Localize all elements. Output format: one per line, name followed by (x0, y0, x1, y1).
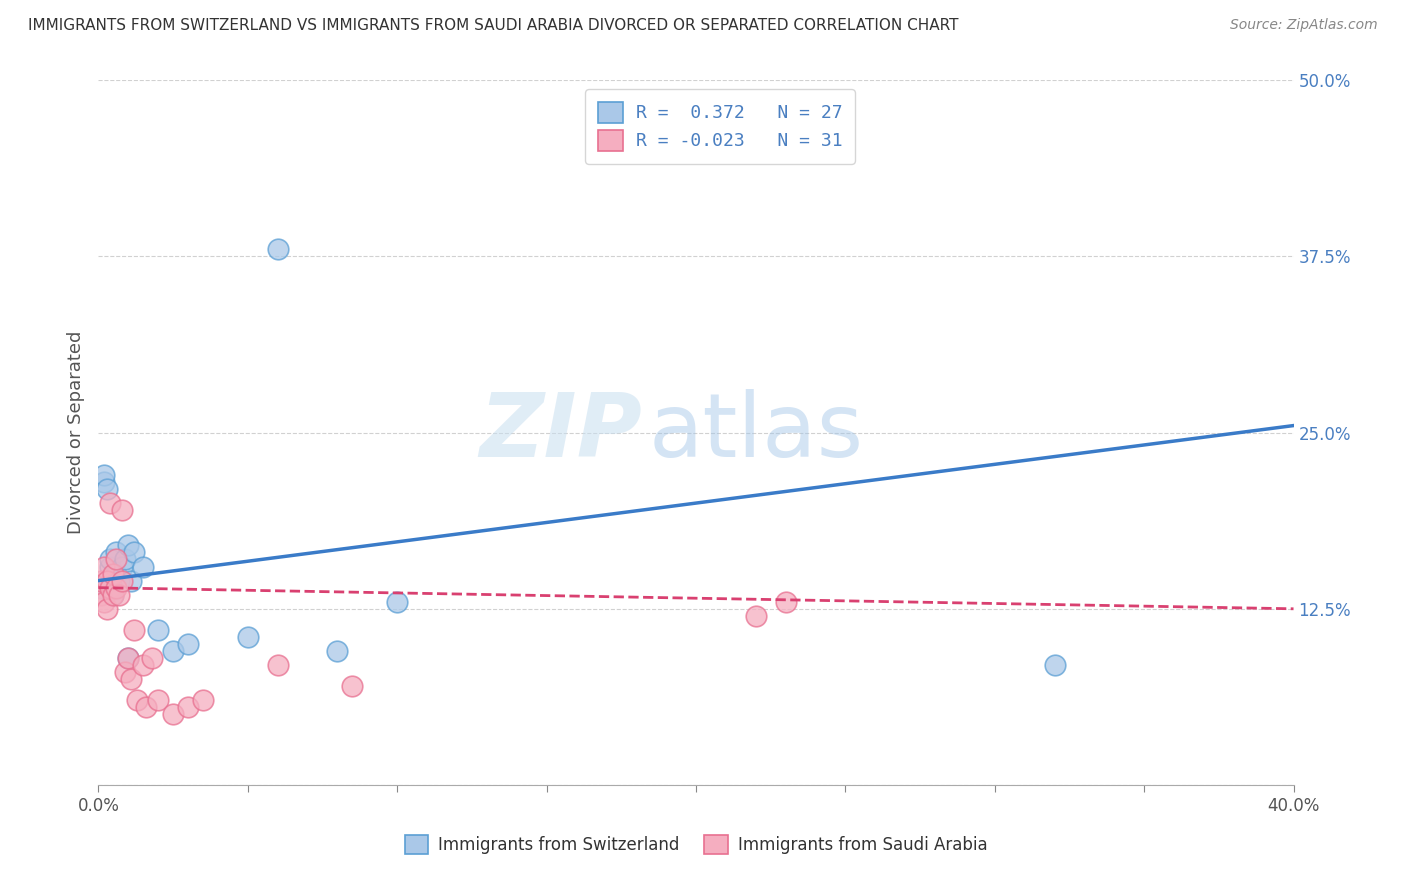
Point (177, 637, 200, 651)
Point (111, 574, 134, 588)
Point (267, 243, 290, 257)
Point (98, 496, 122, 510)
Point (117, 651, 139, 665)
Point (108, 574, 131, 588)
Y-axis label: Divorced or Separated: Divorced or Separated (66, 331, 84, 534)
Point (267, 658, 290, 673)
Point (191, 693, 214, 707)
Point (103, 588, 125, 602)
Point (93, 475, 115, 489)
Point (96, 574, 118, 588)
Point (162, 644, 184, 658)
Point (236, 630, 259, 644)
Point (141, 651, 163, 665)
Point (103, 588, 125, 602)
Point (93, 467, 115, 482)
Point (177, 700, 200, 714)
Point (745, 608, 768, 623)
Point (132, 559, 155, 574)
Point (90, 588, 112, 602)
Point (93, 559, 115, 574)
Point (124, 623, 146, 637)
Point (108, 588, 131, 602)
Point (96, 601, 118, 615)
Point (105, 581, 128, 595)
Point (105, 545, 128, 559)
Point (127, 693, 149, 707)
Point (98, 581, 122, 595)
Point (120, 574, 142, 588)
Text: atlas: atlas (648, 389, 863, 476)
Point (103, 566, 125, 581)
Point (111, 559, 134, 574)
Legend: Immigrants from Switzerland, Immigrants from Saudi Arabia: Immigrants from Switzerland, Immigrants … (398, 829, 994, 861)
Point (111, 503, 134, 517)
Point (124, 545, 146, 559)
Point (148, 693, 170, 707)
Point (90, 574, 112, 588)
Point (385, 595, 409, 609)
Point (148, 623, 170, 637)
Point (105, 566, 128, 581)
Text: IMMIGRANTS FROM SWITZERLAND VS IMMIGRANTS FROM SAUDI ARABIA DIVORCED OR SEPARATE: IMMIGRANTS FROM SWITZERLAND VS IMMIGRANT… (28, 18, 959, 33)
Text: ZIP: ZIP (479, 389, 643, 476)
Point (96, 482, 118, 496)
Point (93, 595, 115, 609)
Point (162, 707, 184, 722)
Point (1043, 658, 1066, 673)
Point (90, 581, 112, 595)
Point (103, 581, 125, 595)
Point (132, 658, 155, 673)
Point (98, 552, 122, 566)
Point (326, 644, 349, 658)
Point (117, 538, 139, 552)
Point (342, 679, 364, 693)
Point (96, 574, 118, 588)
Point (114, 665, 136, 680)
Point (120, 673, 142, 687)
Point (98, 559, 122, 574)
Point (135, 700, 157, 714)
Point (775, 595, 797, 609)
Text: Source: ZipAtlas.com: Source: ZipAtlas.com (1230, 18, 1378, 32)
Point (114, 552, 136, 566)
Point (105, 552, 128, 566)
Point (117, 651, 139, 665)
